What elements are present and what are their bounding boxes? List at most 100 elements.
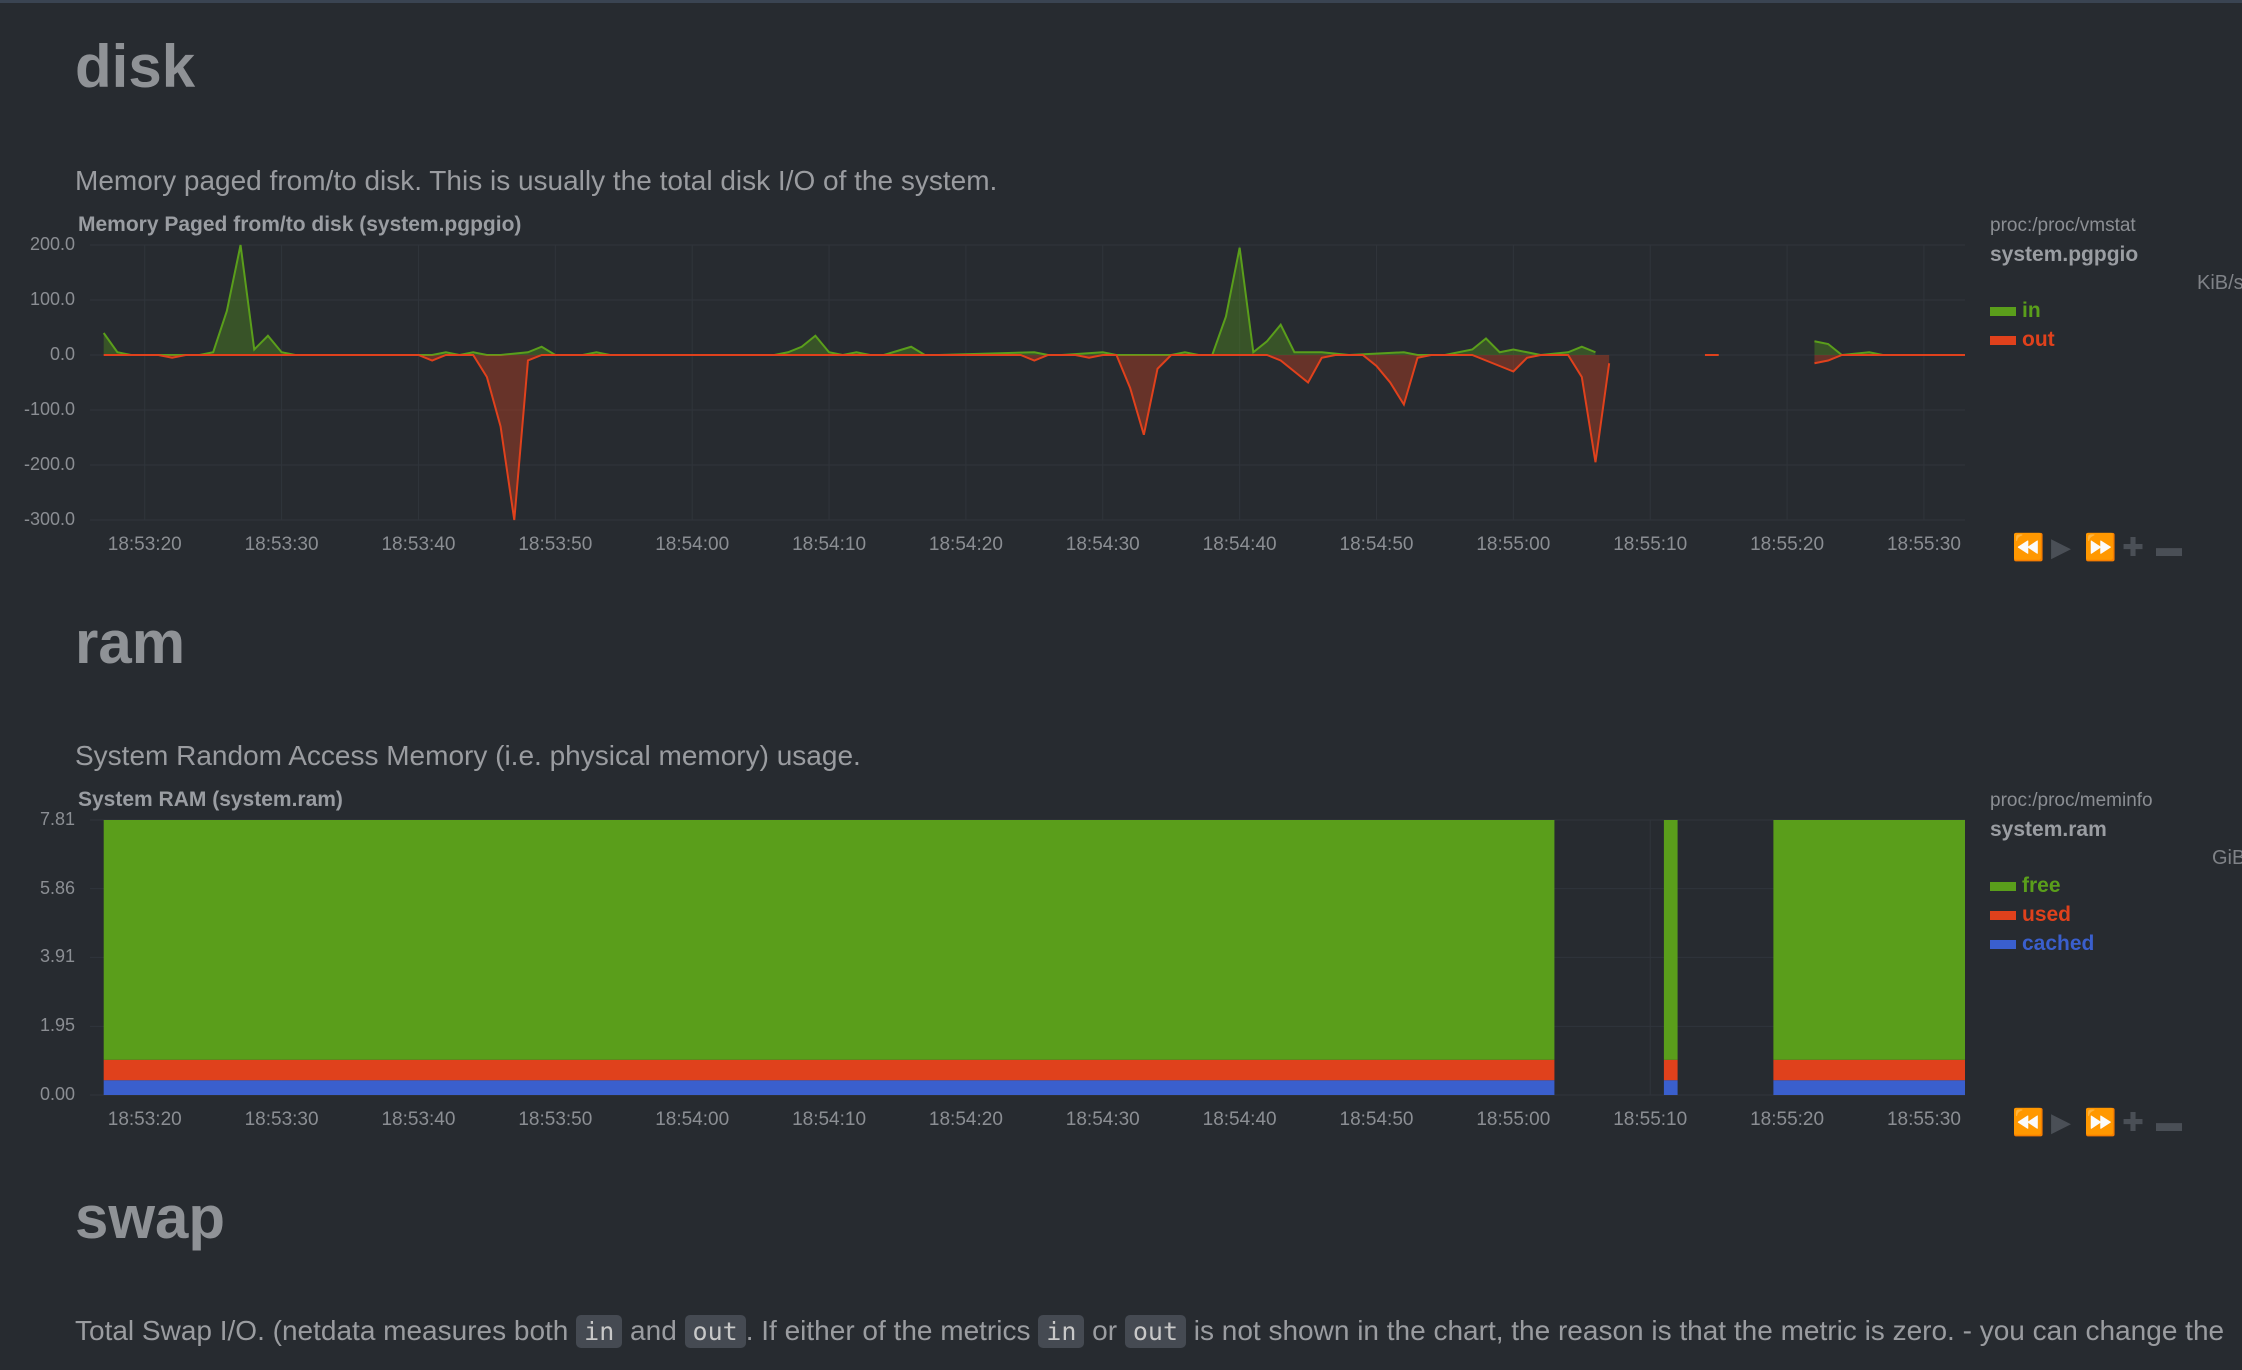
section-title-swap: swap [75,1184,226,1251]
disk-x-tick: 18:53:30 [244,534,319,555]
disk-x-tick: 18:54:10 [792,534,867,555]
swap-desc-part: and [622,1315,685,1346]
disk-x-tick: 18:55:20 [1750,534,1825,555]
legend-label-in: in [2022,299,2041,322]
code-out: out [1124,1315,1186,1348]
code-in: in [1038,1315,1085,1348]
fast-forward-icon[interactable]: ⏩ [2084,1107,2117,1137]
chart-context-pgpgio: system.pgpgio [1990,243,2139,266]
swap-desc-part: or [1084,1315,1125,1346]
ram-x-tick: 18:55:10 [1613,1109,1688,1130]
legend-swatch-out [1990,335,2016,345]
rewind-icon[interactable]: ⏪ [2012,1107,2045,1137]
ram-area-cached [1663,1080,1678,1095]
disk-x-tick: 18:54:30 [1065,534,1140,555]
swap-desc-part: . If either of the metrics [745,1315,1039,1346]
legend-swatch-used [1990,910,2016,920]
zoom-in-icon[interactable]: ✚ [2122,1107,2144,1137]
fast-forward-icon[interactable]: ⏩ [2084,532,2117,562]
section-description-ram: System Random Access Memory (i.e. physic… [75,740,861,771]
legend-item-cached[interactable]: cached [1990,932,2094,956]
ram-x-tick: 18:54:10 [792,1109,867,1130]
ram-area-cached [1773,1080,1965,1095]
legend-swatch-cached [1990,939,2016,949]
disk-x-tick: 18:55:30 [1886,534,1961,555]
chart-source-meminfo: proc:/proc/meminfo [1990,790,2153,811]
series-area-out [1814,355,1965,364]
section-description-disk: Memory paged from/to disk. This is usual… [75,165,998,196]
series-area-out [103,355,1610,520]
ram-area-used [1773,1059,1965,1081]
disk-x-tick: 18:54:20 [928,534,1003,555]
disk-x-tick: 18:54:50 [1339,534,1414,555]
disk-x-tick: 18:53:50 [518,534,593,555]
ram-chart[interactable] [90,810,1980,1105]
disk-x-tick: 18:53:20 [107,534,182,555]
chart-title-ram: System RAM (system.ram) [78,788,343,811]
chart-source-vmstat: proc:/proc/vmstat [1990,215,2136,236]
series-line-out [1814,354,1965,365]
legend-label-used: used [2022,903,2072,926]
ram-area-used [103,1059,1555,1081]
ram-area-free [1663,820,1678,1060]
ram-y-tick: 5.86 [39,877,75,898]
ram-x-tick: 18:54:40 [1202,1109,1277,1130]
ram-x-tick: 18:53:20 [107,1109,182,1130]
ram-x-tick: 18:55:20 [1750,1109,1825,1130]
ram-area-free [103,820,1555,1060]
legend-swatch-free [1990,881,2016,891]
ram-y-tick: 7.81 [39,809,75,829]
rewind-icon[interactable]: ⏪ [2012,532,2045,562]
legend-label-cached: cached [2022,932,2095,955]
ram-y-tick: 3.91 [39,946,75,967]
disk-chart[interactable] [90,235,1980,530]
disk-y-tick: -100.0 [23,399,75,419]
ram-area-used [1663,1059,1678,1081]
code-in: in [576,1315,623,1348]
chart-units-gib: GiB [2212,847,2242,869]
play-icon[interactable]: ▶ [2051,1107,2071,1137]
swap-desc-part: Total Swap I/O. (netdata measures both [75,1315,577,1346]
disk-x-tick: 18:55:10 [1613,534,1688,555]
disk-x-tick: 18:54:40 [1202,534,1277,555]
legend-label-free: free [2022,874,2061,897]
top-border [0,0,2242,3]
disk-chart-toolbar: ⏪ ▶ ⏩ ✚ ▬ [2012,532,2182,563]
zoom-in-icon[interactable]: ✚ [2122,532,2144,562]
legend-swatch-in [1990,306,2016,316]
series-line-out [103,354,1611,521]
legend-item-out[interactable]: out [1990,328,2055,352]
legend-item-in[interactable]: in [1990,299,2041,323]
disk-y-tick: -200.0 [23,454,75,474]
ram-chart-toolbar: ⏪ ▶ ⏩ ✚ ▬ [2012,1107,2182,1138]
zoom-out-icon[interactable]: ▬ [2156,532,2182,562]
legend-label-out: out [2022,328,2055,351]
ram-x-tick: 18:55:30 [1886,1109,1961,1130]
chart-context-ram: system.ram [1990,818,2107,841]
ram-x-tick: 18:54:20 [928,1109,1003,1130]
section-title-ram: ram [75,609,186,676]
disk-x-tick: 18:53:40 [381,534,456,555]
swap-desc-part: is not shown in the chart, the reason is… [1186,1315,2225,1346]
series-area-in [1814,341,1965,355]
ram-x-tick: 18:54:30 [1065,1109,1140,1130]
disk-y-tick: 0.0 [49,344,75,364]
disk-x-tick: 18:55:00 [1476,534,1551,555]
section-description-swap: Total Swap I/O. (netdata measures both i… [75,1315,2225,1348]
zoom-out-icon[interactable]: ▬ [2156,1107,2182,1137]
ram-area-free [1773,820,1965,1060]
chart-title-pgpgio: Memory Paged from/to disk (system.pgpgio… [78,213,522,236]
ram-y-tick: 0.00 [39,1084,75,1104]
disk-y-tick: -300.0 [23,509,75,529]
legend-item-free[interactable]: free [1990,874,2061,898]
disk-y-tick: 100.0 [29,289,75,309]
ram-x-tick: 18:54:00 [655,1109,730,1130]
ram-x-tick: 18:55:00 [1476,1109,1551,1130]
ram-x-tick: 18:53:50 [518,1109,593,1130]
code-out: out [684,1315,746,1348]
disk-y-tick: 200.0 [29,234,75,254]
legend-item-used[interactable]: used [1990,903,2071,927]
play-icon[interactable]: ▶ [2051,532,2071,562]
disk-x-tick: 18:54:00 [655,534,730,555]
ram-x-tick: 18:53:30 [244,1109,319,1130]
